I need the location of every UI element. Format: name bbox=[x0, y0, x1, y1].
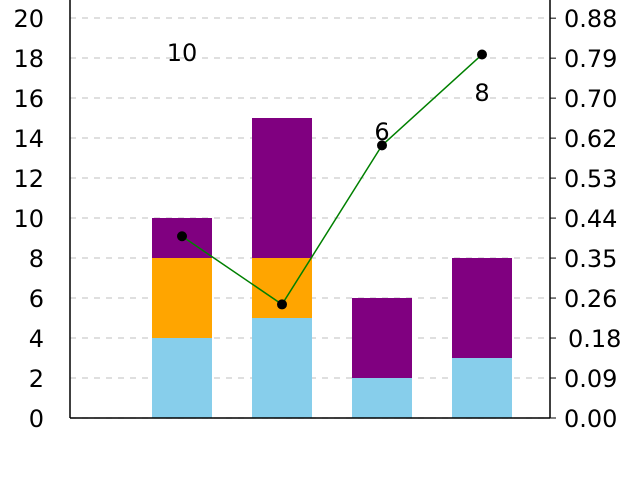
bar-segment bbox=[252, 118, 312, 258]
y-tick-label: 10 bbox=[13, 205, 44, 233]
y-tick-label: 0 bbox=[29, 405, 44, 433]
bar-segment bbox=[152, 258, 212, 338]
y2-tick-label: 0.88 bbox=[564, 5, 617, 33]
y-tick-label: 4 bbox=[29, 325, 44, 353]
y2-tick-label: 0.70 bbox=[564, 85, 617, 113]
y-tick-label: 14 bbox=[13, 125, 44, 153]
y2-tick-label: 0.35 bbox=[564, 245, 617, 273]
line-series bbox=[181, 53, 483, 306]
y-tick-label: 16 bbox=[13, 85, 44, 113]
annotation: 6 bbox=[374, 118, 389, 146]
bar-segment bbox=[152, 338, 212, 418]
y2-tick-label: 0.44 bbox=[564, 205, 617, 233]
y-tick-label: 12 bbox=[13, 165, 44, 193]
line-marker bbox=[177, 231, 187, 242]
line-marker bbox=[377, 140, 387, 151]
annotation: 8 bbox=[474, 79, 489, 107]
y2-tick-label: 0.79 bbox=[564, 45, 617, 73]
bar-segment bbox=[352, 298, 412, 378]
y2-tick-label: 0.00 bbox=[564, 405, 617, 433]
y-tick-label: 2 bbox=[29, 365, 44, 393]
y2-tick-label: 0.53 bbox=[564, 165, 617, 193]
y-tick-label: 18 bbox=[13, 45, 44, 73]
y-tick-label: 6 bbox=[29, 285, 44, 313]
bar-segment bbox=[352, 378, 412, 418]
line-marker bbox=[477, 49, 487, 60]
y-tick-label: 8 bbox=[29, 245, 44, 273]
y2-tick-label: 0.26 bbox=[564, 285, 617, 313]
y2-tick-label: 0.18 bbox=[568, 325, 621, 353]
y2-tick-label: 0.09 bbox=[564, 365, 617, 393]
y2-tick-label: 0.62 bbox=[564, 125, 617, 153]
y-tick-label: 20 bbox=[13, 5, 44, 33]
bar-segment bbox=[452, 358, 512, 418]
bar-segment bbox=[452, 258, 512, 358]
bar-segment bbox=[252, 318, 312, 418]
line-marker bbox=[277, 299, 287, 310]
annotation: 10 bbox=[167, 39, 198, 67]
